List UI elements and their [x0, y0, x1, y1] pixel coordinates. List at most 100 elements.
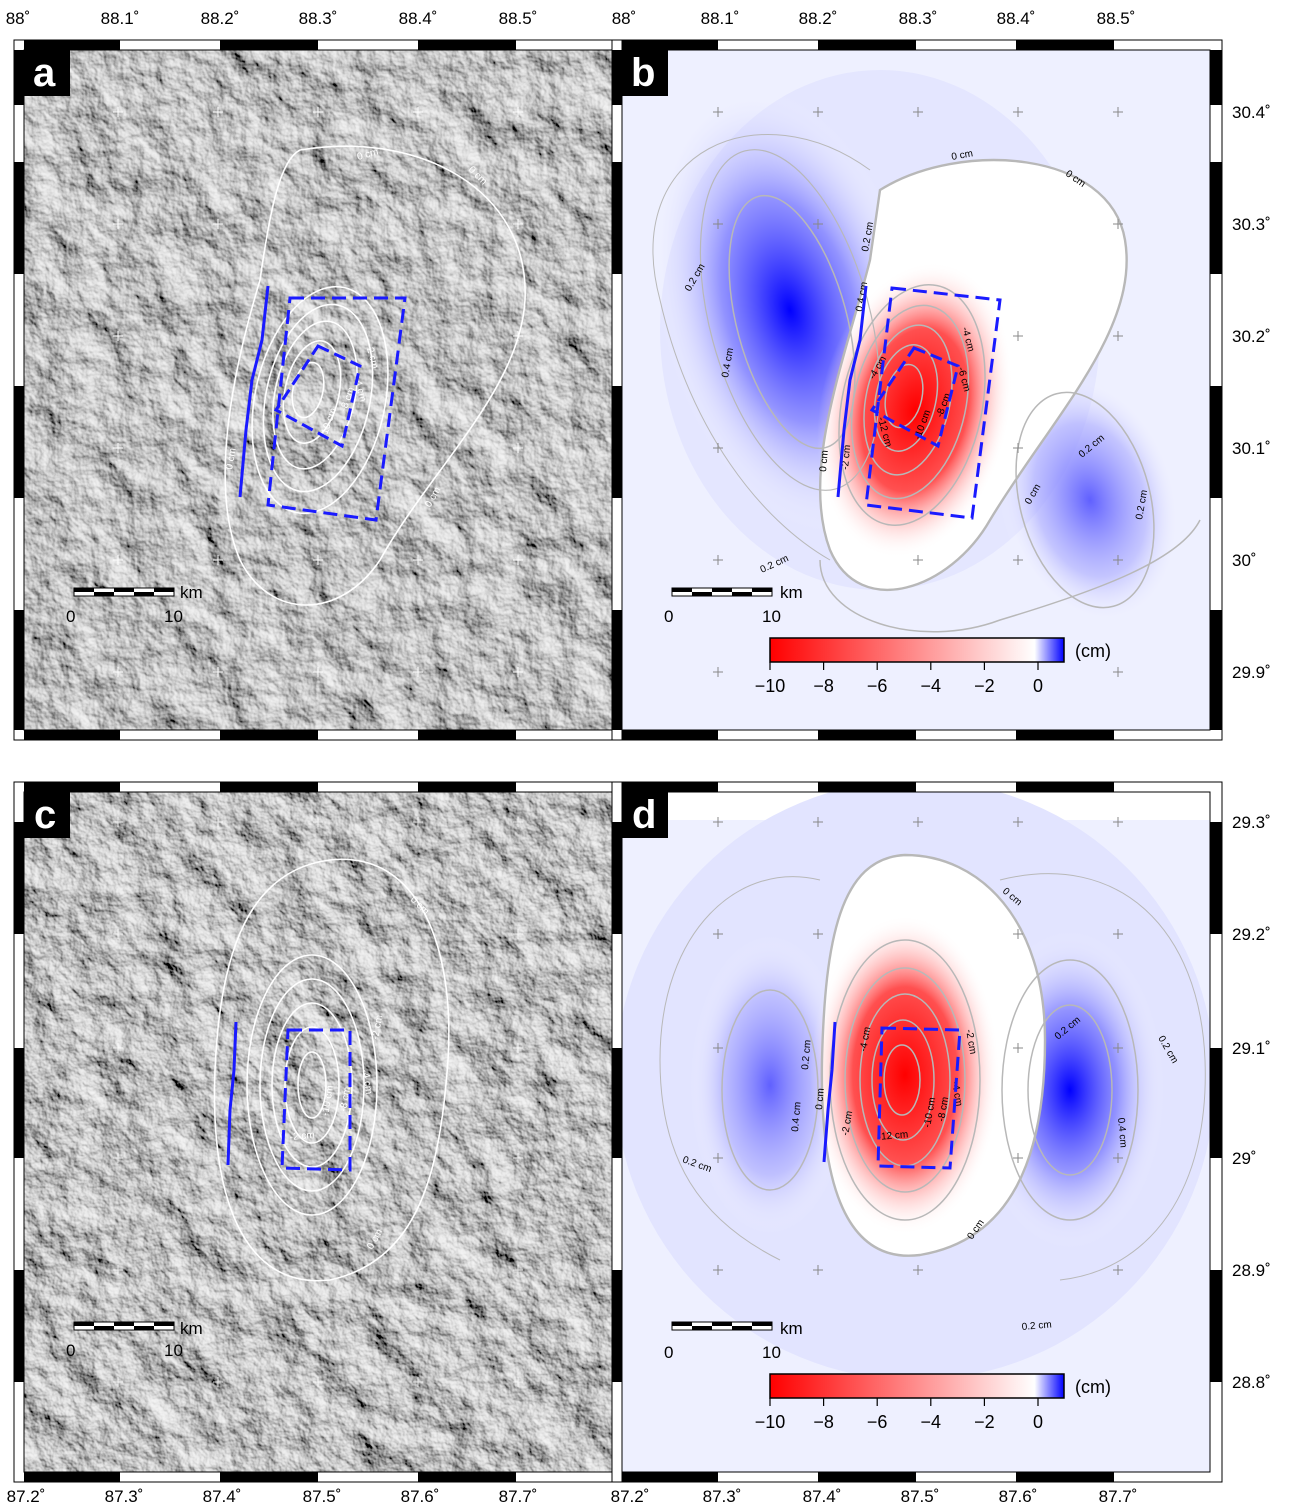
lat-tick: 28.8˚ [1232, 1373, 1271, 1392]
colorbar-tick: −4 [921, 676, 942, 696]
lon-tick: 87.3˚ [703, 1487, 742, 1505]
panel-c: 0 cm 0 cm -2 cm -2 cm -4 cm -8 cm -10 cm… [24, 792, 612, 1472]
colorbar-tick: −6 [867, 1412, 888, 1432]
fault-trace [836, 285, 868, 498]
panel-d: 0 cm 0 cm 0 cm 0.2 cm 0.2 cm 0.2 cm 0.2 … [622, 792, 1210, 1472]
contour-label: -4 cm [858, 1026, 873, 1053]
panel-a-terrain [24, 50, 612, 730]
fault-trace [238, 285, 270, 498]
panel-a-faults [238, 285, 407, 522]
fault-plane-inner [869, 346, 960, 449]
lon-tick: 88˚ [612, 9, 637, 28]
contour-label: 0 cm [356, 147, 380, 163]
panel-c-label-box [24, 792, 70, 838]
colorbar-unit: (cm) [1075, 1377, 1111, 1397]
contour-label: 0 cm [818, 450, 831, 473]
panel-b-label: b [631, 51, 655, 95]
contour-label: 0.4 cm [720, 347, 736, 378]
panel-c-label: c [34, 793, 56, 837]
panel-b-colorbar: (cm) −10 −8 −6 −4 −2 0 [755, 637, 1111, 696]
lon-tick: 87.7˚ [1099, 1487, 1138, 1505]
fault-plane [876, 1026, 962, 1170]
lon-tick: 88.2˚ [201, 9, 240, 28]
lon-tick: 88.1˚ [701, 9, 740, 28]
fault-plane-outer [266, 296, 407, 522]
colorbar-tick: −2 [974, 1412, 995, 1432]
lat-tick: 29.3˚ [1232, 813, 1271, 832]
colorbar-tick: −8 [813, 676, 834, 696]
fault-plane-outer [864, 286, 1002, 520]
contour-label: -2 cm [289, 1130, 315, 1143]
top-longitude-labels: 88˚ 88.1˚ 88.2˚ 88.3˚ 88.4˚ 88.5˚ 88˚ 88… [6, 9, 1136, 28]
panel-a-grid-marks [113, 107, 523, 677]
scale-zero: 0 [664, 1343, 673, 1362]
colorbar-tick: −2 [974, 676, 995, 696]
lat-tick: 29.1˚ [1232, 1039, 1271, 1058]
contour-label: -10 cm [922, 1097, 938, 1129]
colorbar-tick: −8 [813, 1412, 834, 1432]
lat-tick: 30.4˚ [1232, 103, 1271, 122]
panel-d-grid-marks [713, 817, 1123, 1275]
colorbar-ramp [769, 1373, 1065, 1399]
lon-tick: 87.7˚ [499, 1487, 538, 1505]
panel-b-grid-marks [713, 107, 1123, 677]
lon-tick: 88.4˚ [399, 9, 438, 28]
lat-tick: 30.1˚ [1232, 439, 1271, 458]
colorbar-ramp [769, 637, 1065, 663]
colorbar-tick: 0 [1033, 676, 1043, 696]
colorbar-tick: 0 [1033, 1412, 1043, 1432]
contour-label: 0.2 cm [1134, 489, 1150, 520]
lon-tick: 87.4˚ [203, 1487, 242, 1505]
colorbar-tick: −10 [755, 1412, 786, 1432]
contour-label: -8 cm [936, 1096, 951, 1123]
bottom-longitude-labels: 87.2˚ 87.3˚ 87.4˚ 87.5˚ 87.6˚ 87.7˚ 87.2… [7, 1487, 1138, 1505]
scale-max: 10 [762, 1343, 781, 1362]
scale-zero: 0 [66, 607, 75, 626]
panel-c-faults [226, 1021, 352, 1172]
lon-tick: 88.3˚ [299, 9, 338, 28]
fault-trace [226, 1021, 238, 1166]
contour-label: 0 cm [814, 1088, 827, 1111]
panel-d-contours [659, 853, 1206, 1281]
lon-tick: 88.5˚ [1097, 9, 1136, 28]
lat-tick: 29˚ [1232, 1149, 1257, 1168]
contour-label: 0.2 cm [800, 1039, 814, 1070]
panel-d-faults [822, 1021, 962, 1170]
colorbar-tick: −6 [867, 676, 888, 696]
lon-tick: 87.2˚ [7, 1487, 46, 1505]
panel-d-label: d [632, 793, 656, 837]
colorbar-tick: −4 [921, 1412, 942, 1432]
contour-label: 0 cm [224, 447, 239, 470]
fault-plane-inner [273, 344, 362, 449]
panel-a-contours [224, 145, 526, 606]
contour-label: -2 cm [840, 1110, 855, 1137]
panel-c-terrain [24, 792, 612, 1472]
lon-tick: 87.6˚ [401, 1487, 440, 1505]
lon-tick: 87.4˚ [803, 1487, 842, 1505]
scale-max: 10 [762, 607, 781, 626]
panel-b: 0 cm 0 cm 0 cm 0 cm 0.2 cm 0.2 cm 0.2 cm… [622, 50, 1210, 730]
scale-unit: km [180, 1319, 203, 1338]
panel-c-scale-bar: km 0 10 [66, 1319, 203, 1360]
lon-tick: 87.2˚ [611, 1487, 650, 1505]
scale-zero: 0 [66, 1341, 75, 1360]
panel-c-grid-marks [113, 817, 523, 1387]
lon-tick: 87.5˚ [901, 1487, 940, 1505]
contour-label: -12 cm [877, 1129, 908, 1143]
lon-tick: 88˚ [6, 9, 31, 28]
contour-label: 0.2 cm [1021, 1319, 1052, 1333]
contour-label: 0.4 cm [790, 1101, 804, 1132]
contour-label: -4 cm [949, 1081, 964, 1108]
panel-b-contours [652, 134, 1201, 633]
lat-tick: 30.2˚ [1232, 327, 1271, 346]
lat-tick: 29.9˚ [1232, 663, 1271, 682]
lon-tick: 87.3˚ [105, 1487, 144, 1505]
colorbar-unit: (cm) [1075, 641, 1111, 661]
panel-d-colorbar: (cm) −10 −8 −6 −4 −2 0 [755, 1373, 1111, 1432]
contour-label: -2 cm [963, 1029, 978, 1056]
top-latitude-labels: 30.4˚ 30.3˚ 30.2˚ 30.1˚ 30˚ 29.9˚ [1232, 103, 1271, 682]
contour-label: 0.4 cm [1115, 1117, 1129, 1148]
contour-label: -4 cm [359, 1069, 374, 1096]
scale-unit: km [180, 583, 203, 602]
